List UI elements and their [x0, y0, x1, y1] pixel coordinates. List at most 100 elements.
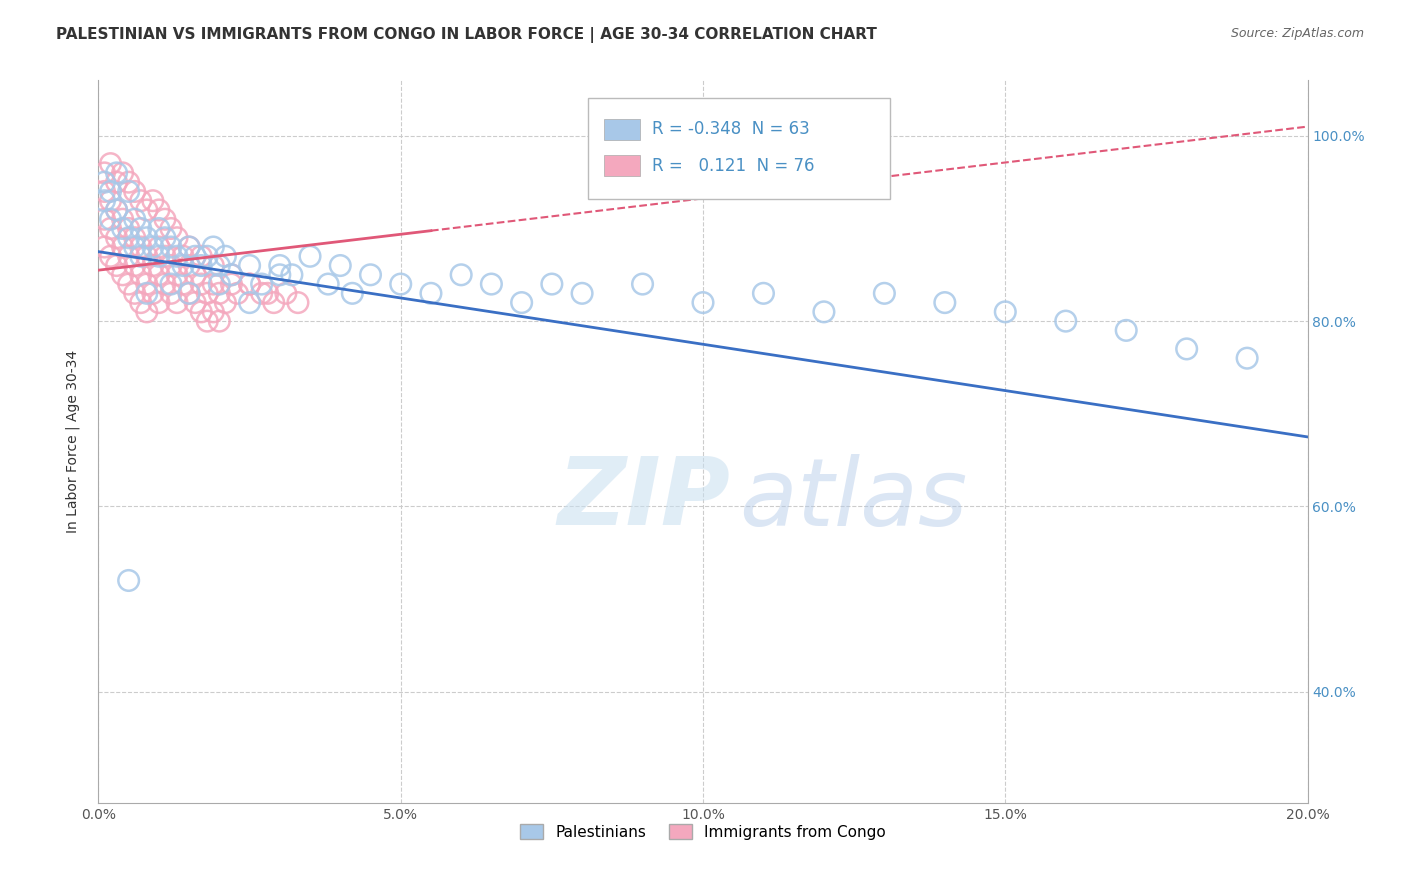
Text: PALESTINIAN VS IMMIGRANTS FROM CONGO IN LABOR FORCE | AGE 30-34 CORRELATION CHAR: PALESTINIAN VS IMMIGRANTS FROM CONGO IN …	[56, 27, 877, 43]
Point	[873, 286, 896, 301]
Text: atlas: atlas	[740, 454, 967, 545]
Point	[111, 268, 134, 282]
Point	[342, 286, 364, 301]
Point	[153, 249, 176, 263]
Text: ZIP: ZIP	[558, 453, 731, 545]
Point	[184, 268, 207, 282]
Point	[118, 231, 141, 245]
Point	[202, 305, 225, 319]
Point	[124, 212, 146, 227]
Point	[124, 240, 146, 254]
Point	[692, 295, 714, 310]
Point	[214, 295, 236, 310]
Point	[111, 240, 134, 254]
Point	[105, 166, 128, 180]
Point	[208, 286, 231, 301]
Point	[172, 259, 194, 273]
Point	[420, 286, 443, 301]
Point	[105, 202, 128, 217]
Point	[118, 221, 141, 235]
Point	[153, 212, 176, 227]
Point	[179, 240, 201, 254]
Point	[124, 185, 146, 199]
Text: Source: ZipAtlas.com: Source: ZipAtlas.com	[1230, 27, 1364, 40]
Point	[124, 286, 146, 301]
Point	[184, 249, 207, 263]
Point	[256, 286, 278, 301]
Point	[179, 240, 201, 254]
Point	[129, 240, 152, 254]
Point	[135, 231, 157, 245]
Point	[160, 240, 183, 254]
Point	[105, 231, 128, 245]
Point	[510, 295, 533, 310]
Point	[153, 277, 176, 291]
Point	[148, 295, 170, 310]
Point	[287, 295, 309, 310]
Legend: Palestinians, Immigrants from Congo: Palestinians, Immigrants from Congo	[515, 818, 891, 846]
Y-axis label: In Labor Force | Age 30-34: In Labor Force | Age 30-34	[65, 350, 80, 533]
Point	[100, 156, 122, 170]
Point	[148, 221, 170, 235]
Point	[221, 268, 243, 282]
Point	[100, 221, 122, 235]
Point	[129, 295, 152, 310]
Point	[195, 249, 218, 263]
Point	[274, 286, 297, 301]
Point	[100, 194, 122, 208]
Point	[148, 240, 170, 254]
Point	[160, 286, 183, 301]
Point	[752, 286, 775, 301]
Point	[1054, 314, 1077, 328]
Point	[269, 268, 291, 282]
Point	[179, 286, 201, 301]
Point	[195, 286, 218, 301]
Point	[93, 175, 115, 189]
FancyBboxPatch shape	[588, 98, 890, 200]
Point	[118, 277, 141, 291]
Point	[153, 231, 176, 245]
Point	[148, 268, 170, 282]
Point	[202, 240, 225, 254]
Point	[111, 212, 134, 227]
Point	[142, 286, 165, 301]
Point	[299, 249, 322, 263]
Point	[129, 221, 152, 235]
Point	[160, 259, 183, 273]
Point	[105, 175, 128, 189]
Point	[208, 314, 231, 328]
Point	[148, 202, 170, 217]
Point	[166, 295, 188, 310]
Point	[142, 194, 165, 208]
Point	[100, 249, 122, 263]
Point	[160, 221, 183, 235]
Point	[93, 166, 115, 180]
Point	[239, 259, 262, 273]
Point	[100, 212, 122, 227]
Point	[269, 259, 291, 273]
Point	[166, 231, 188, 245]
Point	[360, 268, 382, 282]
Point	[239, 295, 262, 310]
Bar	[603, 119, 640, 140]
Point	[124, 259, 146, 273]
Point	[118, 574, 141, 588]
Point	[93, 212, 115, 227]
Point	[142, 240, 165, 254]
Point	[481, 277, 503, 291]
Point	[105, 259, 128, 273]
Point	[934, 295, 956, 310]
Point	[214, 249, 236, 263]
Point	[148, 249, 170, 263]
Point	[208, 277, 231, 291]
Text: R = -0.348  N = 63: R = -0.348 N = 63	[652, 120, 810, 138]
Point	[111, 166, 134, 180]
Point	[329, 259, 352, 273]
Point	[239, 277, 262, 291]
Point	[540, 277, 562, 291]
Point	[184, 295, 207, 310]
Point	[250, 277, 273, 291]
Point	[208, 259, 231, 273]
Point	[135, 286, 157, 301]
Point	[202, 259, 225, 273]
